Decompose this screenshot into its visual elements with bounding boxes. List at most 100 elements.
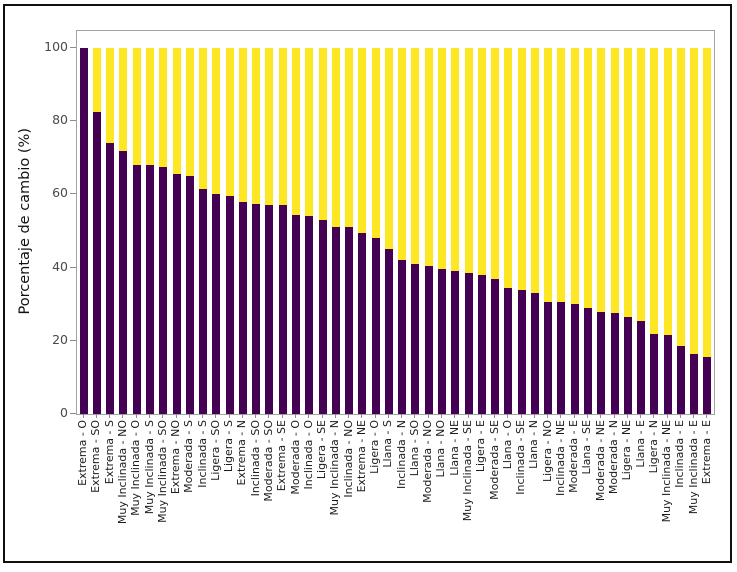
bar-segment-purple xyxy=(650,333,659,414)
y-tick-label: 40 xyxy=(52,258,68,274)
bar-segment-purple xyxy=(597,311,606,414)
x-tick-mark xyxy=(653,414,655,418)
x-tick-mark xyxy=(334,414,336,418)
x-tick-label: Extrema - NE xyxy=(354,420,368,493)
bar-segment-yellow xyxy=(384,48,393,250)
bar-segment-yellow xyxy=(544,48,553,303)
bar-segment-yellow xyxy=(106,48,115,144)
bar-segment-purple xyxy=(690,353,699,414)
x-tick-label: Moderada - NO xyxy=(421,420,435,503)
x-tick-label: Extrema - SO xyxy=(89,420,103,493)
bar-segment-purple xyxy=(491,278,499,414)
bar-segment-purple xyxy=(106,143,115,414)
y-tick-mark xyxy=(70,120,76,122)
bar-segment-purple xyxy=(517,289,526,414)
bar-segment-yellow xyxy=(172,48,181,175)
x-tick-mark xyxy=(82,414,84,418)
bar-segment-yellow xyxy=(345,48,354,228)
x-tick-mark xyxy=(162,414,164,418)
bar-segment-purple xyxy=(92,112,101,414)
x-tick-label: Inclinada - O xyxy=(301,420,315,490)
bar-segment-purple xyxy=(159,166,168,414)
y-tick-label: 0 xyxy=(60,405,68,420)
x-tick-label: Inclinada - S xyxy=(195,420,209,488)
x-tick-mark xyxy=(228,414,230,418)
x-tick-mark xyxy=(361,414,363,418)
x-tick-label: Moderada - NE xyxy=(593,420,607,502)
x-tick-label: Llana - NE xyxy=(447,420,461,476)
x-tick-mark xyxy=(640,414,641,418)
bar-segment-yellow xyxy=(92,48,101,113)
x-tick-mark xyxy=(666,414,668,418)
x-tick-mark xyxy=(308,414,310,418)
bar-segment-yellow xyxy=(637,48,645,321)
bar-segment-purple xyxy=(437,269,446,414)
bar-segment-yellow xyxy=(703,48,712,358)
y-axis-label-box: Porcentaje de cambio (%) xyxy=(12,30,38,413)
y-axis-label: Porcentaje de cambio (%) xyxy=(17,128,33,315)
bar-segment-yellow xyxy=(650,48,659,334)
bar-segment-yellow xyxy=(676,48,685,347)
x-tick-label: Ligera - S xyxy=(222,420,236,473)
x-tick-mark xyxy=(348,414,350,418)
bar-segment-yellow xyxy=(119,48,128,151)
bar-segment-purple xyxy=(411,263,420,414)
bar-segment-yellow xyxy=(557,48,566,303)
bar-segment-purple xyxy=(676,346,685,414)
bar-segment-purple xyxy=(172,174,181,414)
x-tick-mark xyxy=(440,414,442,418)
bar-segment-purple xyxy=(199,188,208,414)
x-tick-mark xyxy=(122,414,124,418)
bar-segment-yellow xyxy=(464,48,473,274)
x-tick-label: Ligera - NO xyxy=(540,420,554,483)
bar-segment-yellow xyxy=(477,48,486,275)
x-tick-mark xyxy=(387,414,389,418)
x-tick-mark xyxy=(533,414,535,418)
bar-segment-purple xyxy=(278,205,287,414)
bar-segment-yellow xyxy=(305,48,314,217)
bar-segment-yellow xyxy=(663,48,672,336)
bar-segment-purple xyxy=(225,196,234,414)
x-tick-mark xyxy=(480,414,482,418)
x-tick-mark xyxy=(109,414,111,418)
bar-segment-yellow xyxy=(278,48,287,206)
bar-segment-purple xyxy=(345,227,354,414)
bar-segment-purple xyxy=(146,165,154,414)
x-tick-mark xyxy=(573,414,575,418)
bar-segment-purple xyxy=(663,335,672,414)
x-tick-label: Muy Inclinada - S xyxy=(142,420,156,515)
x-tick-label: Llana - O xyxy=(500,420,514,470)
x-tick-label: Ligera - NE xyxy=(620,420,634,481)
bar-segment-yellow xyxy=(623,48,632,317)
x-tick-mark xyxy=(507,414,509,418)
bar-segment-yellow xyxy=(331,48,340,228)
x-tick-mark xyxy=(414,414,416,418)
x-tick-mark xyxy=(547,414,549,418)
bar-segment-purple xyxy=(238,201,247,414)
x-tick-label: Extrema - E xyxy=(699,420,713,485)
x-tick-mark xyxy=(281,414,283,418)
bar-segment-purple xyxy=(358,232,367,414)
bar-segment-yellow xyxy=(504,48,513,288)
x-tick-label: Llana - NO xyxy=(434,420,448,478)
bar-segment-yellow xyxy=(530,48,539,294)
bar-segment-purple xyxy=(265,205,274,414)
bar-segment-purple xyxy=(623,317,632,414)
bar-segment-purple xyxy=(252,203,261,414)
x-tick-mark xyxy=(175,414,177,418)
bar-segment-yellow xyxy=(212,48,221,195)
x-tick-label: Llana - SO xyxy=(407,420,421,477)
x-tick-mark xyxy=(241,414,243,418)
bar-segment-purple xyxy=(583,307,592,414)
bar-segment-purple xyxy=(570,304,579,414)
bar-segment-yellow xyxy=(398,48,407,261)
x-tick-label: Inclinada - SO xyxy=(248,420,262,497)
bar-segment-yellow xyxy=(358,48,367,233)
bar-segment-purple xyxy=(610,313,619,414)
bar-segment-yellow xyxy=(491,48,499,279)
x-tick-label: Llana - S xyxy=(381,420,395,468)
x-tick-mark xyxy=(149,414,150,418)
bar-segment-purple xyxy=(477,274,486,414)
x-tick-label: Moderada - E xyxy=(567,420,581,493)
